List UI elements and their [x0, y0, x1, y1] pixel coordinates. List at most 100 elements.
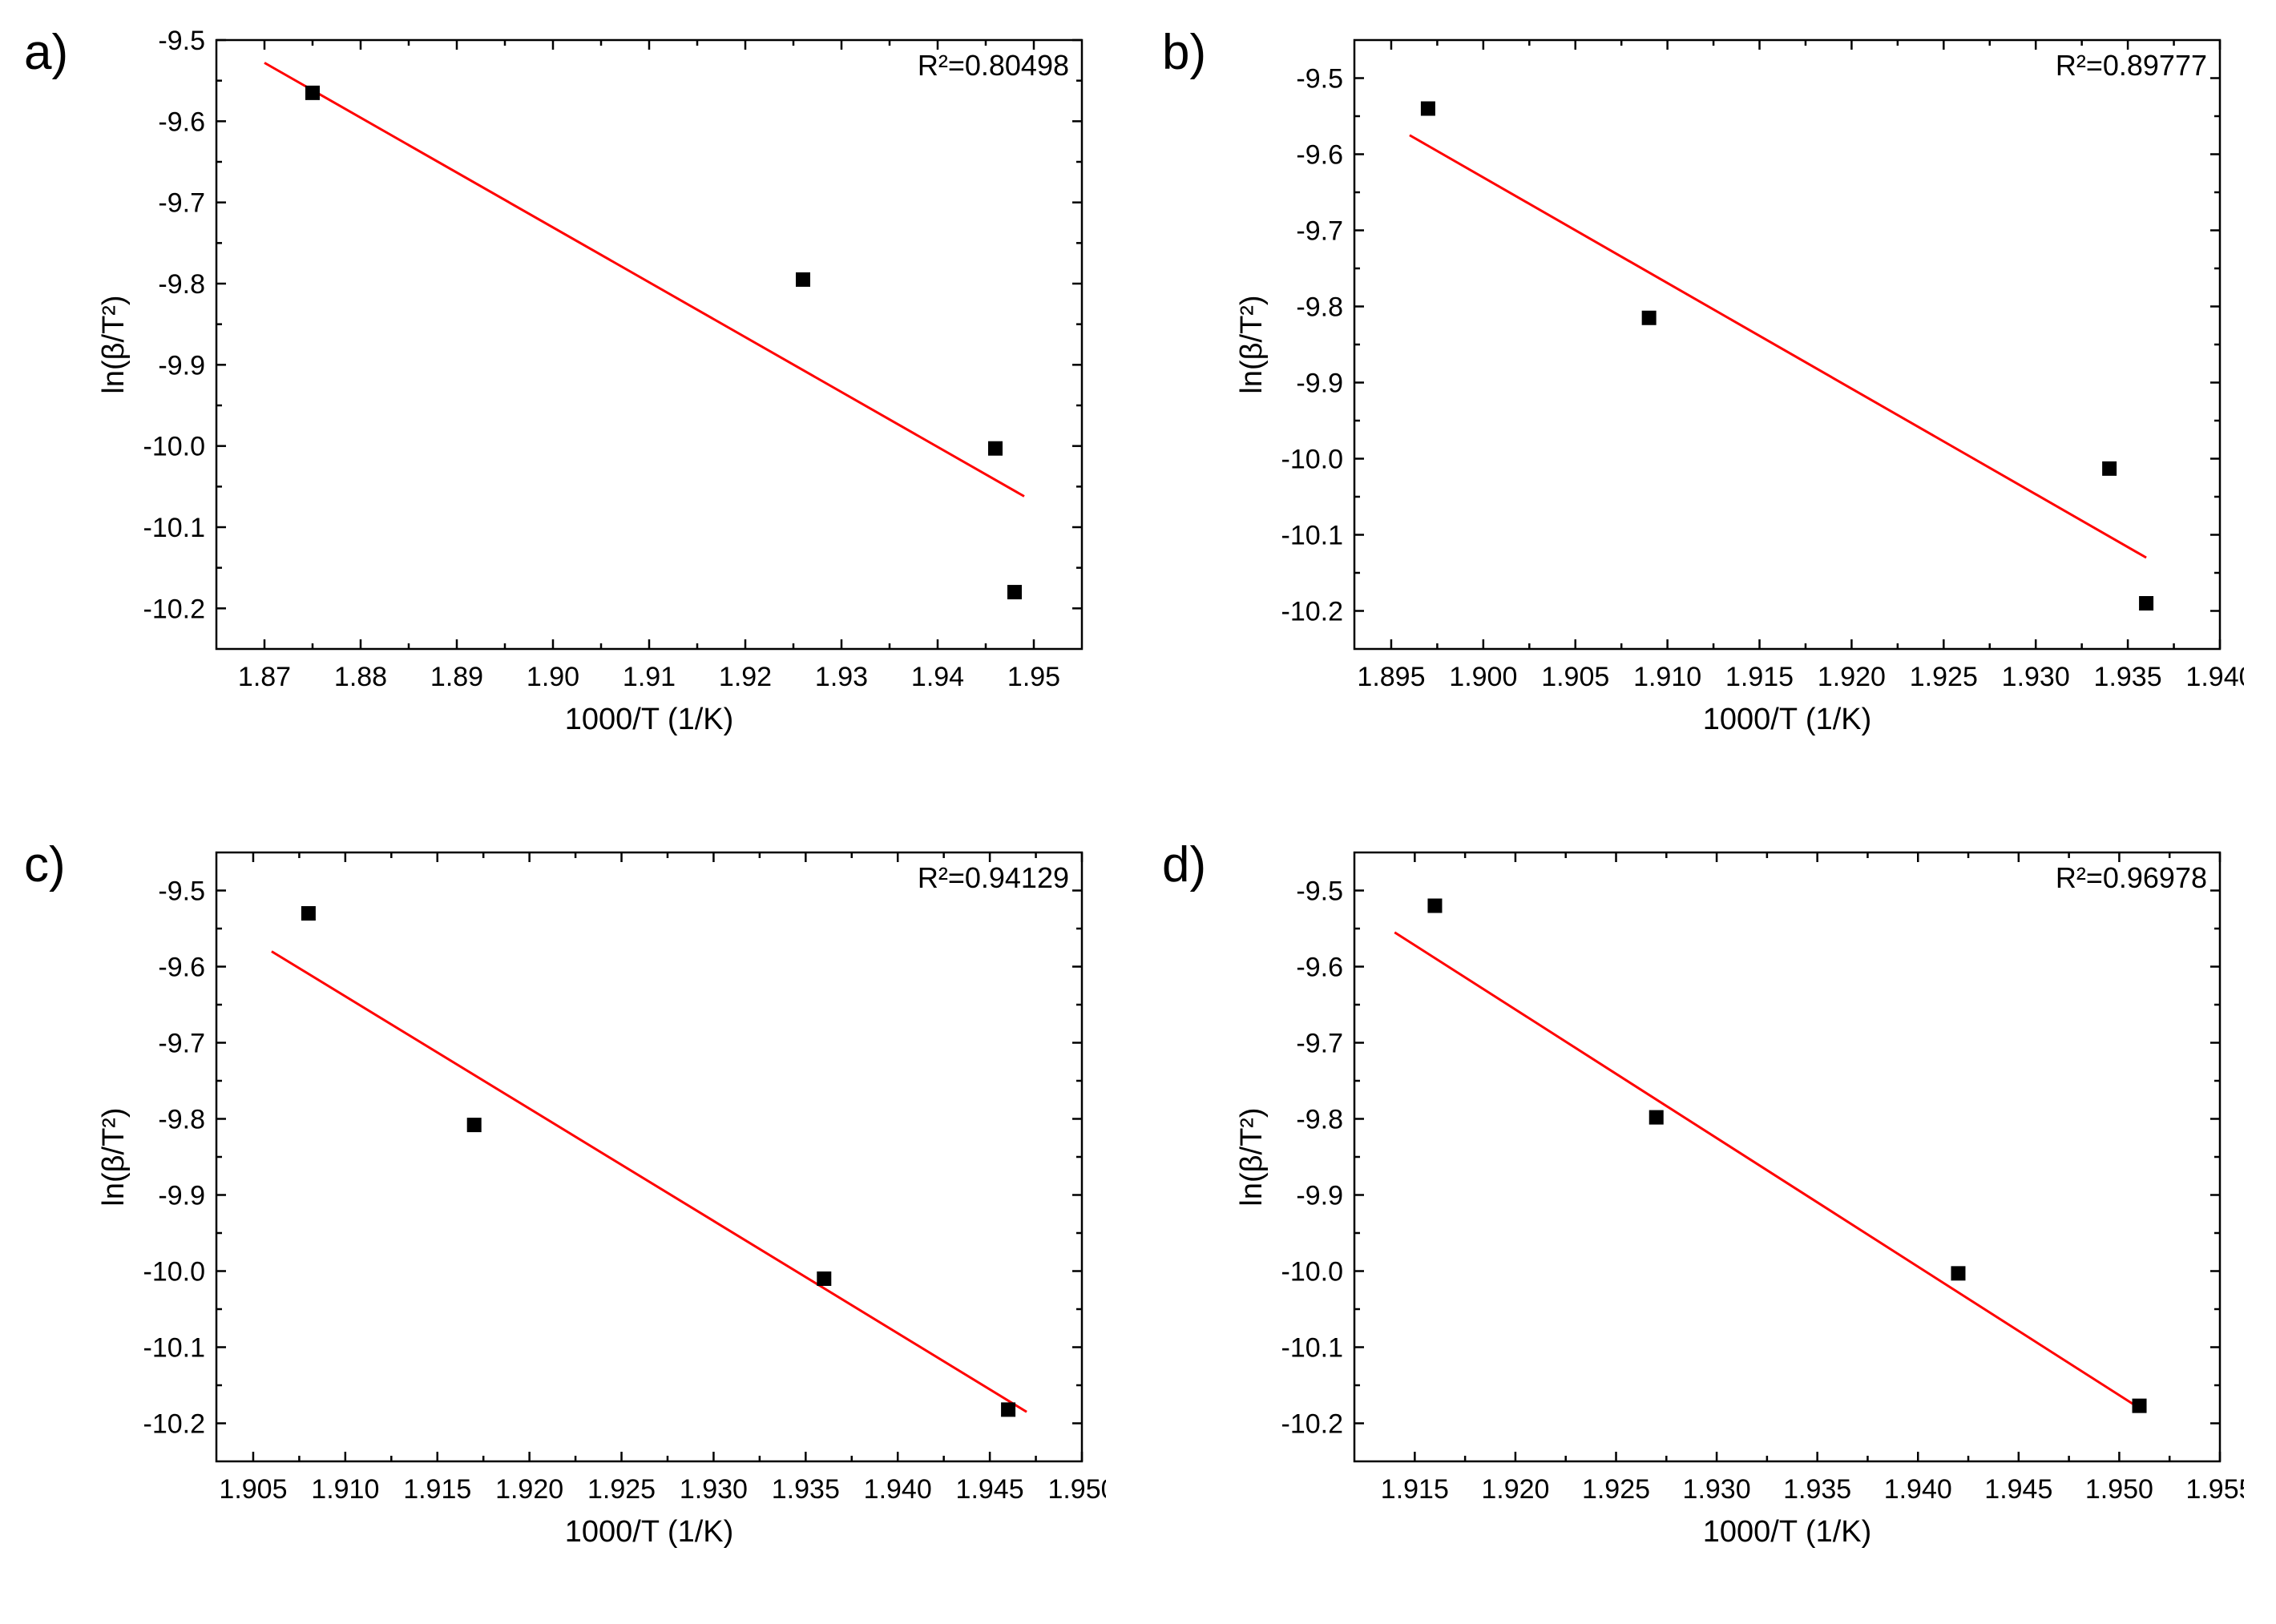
xtick-label: 1.935	[1783, 1474, 1851, 1505]
ytick-label: -10.0	[143, 432, 206, 462]
data-point	[2133, 1398, 2147, 1412]
ytick-label: -10.2	[143, 594, 206, 624]
xtick-label: 1.940	[2185, 662, 2244, 692]
data-point	[2139, 596, 2153, 611]
ylabel: ln(β/T²)	[97, 1107, 131, 1206]
data-point	[305, 86, 320, 100]
xtick-label: 1.91	[623, 662, 676, 692]
panel-grid: a) 1.871.881.891.901.911.921.931.941.95-…	[0, 0, 2276, 1624]
ytick-label: -9.7	[1296, 1028, 1343, 1058]
data-point	[2102, 461, 2117, 476]
ytick-label: -10.1	[143, 513, 206, 543]
xlabel: 1000/T (1/K)	[1703, 703, 1872, 736]
plot-b: 1.8951.9001.9051.9101.9151.9201.9251.930…	[1234, 24, 2244, 753]
data-point	[301, 906, 316, 921]
xlabel: 1000/T (1/K)	[565, 703, 734, 736]
xtick-label: 1.915	[1381, 1474, 1449, 1505]
xtick-label: 1.945	[956, 1474, 1024, 1505]
xtick-label: 1.88	[334, 662, 387, 692]
data-point	[988, 441, 1003, 456]
xtick-label: 1.920	[495, 1474, 563, 1505]
ytick-label: -9.7	[1296, 216, 1343, 247]
ytick-label: -9.7	[158, 188, 205, 219]
xtick-label: 1.930	[680, 1474, 748, 1505]
axes-frame	[1354, 852, 2220, 1461]
ytick-label: -9.8	[158, 269, 205, 300]
xtick-label: 1.940	[1884, 1474, 1952, 1505]
xtick-label: 1.95	[1007, 662, 1060, 692]
ytick-label: -10.1	[1281, 1332, 1344, 1363]
xtick-label: 1.945	[1984, 1474, 2052, 1505]
fit-line	[272, 951, 1027, 1412]
panel-label-d: d)	[1162, 836, 1206, 893]
xtick-label: 1.940	[864, 1474, 932, 1505]
ytick-label: -9.5	[1296, 64, 1343, 95]
xtick-label: 1.930	[1683, 1474, 1751, 1505]
panel-label-a: a)	[24, 24, 68, 81]
xtick-label: 1.92	[719, 662, 772, 692]
xtick-label: 1.930	[2002, 662, 2070, 692]
data-point	[1427, 898, 1442, 913]
r-squared-text: R²=0.96978	[2056, 861, 2207, 894]
xtick-label: 1.925	[1910, 662, 1978, 692]
r-squared-text: R²=0.80498	[918, 49, 1069, 82]
xtick-label: 1.950	[1047, 1474, 1106, 1505]
xtick-label: 1.925	[1582, 1474, 1650, 1505]
ytick-label: -9.8	[1296, 1104, 1343, 1134]
ytick-label: -9.5	[158, 876, 205, 906]
axes-frame	[216, 40, 1082, 649]
data-point	[817, 1271, 831, 1286]
ytick-label: -9.9	[1296, 369, 1343, 399]
xtick-label: 1.935	[2094, 662, 2162, 692]
fit-line	[1410, 135, 2146, 558]
ylabel: ln(β/T²)	[97, 295, 131, 393]
ytick-label: -9.6	[158, 107, 205, 137]
data-point	[1951, 1266, 1965, 1280]
panel-label-b: b)	[1162, 24, 1206, 81]
ytick-label: -9.5	[1296, 876, 1343, 906]
data-point	[467, 1118, 482, 1132]
chart-svg-d: 1.9151.9201.9251.9301.9351.9401.9451.950…	[1234, 836, 2244, 1566]
figure-root: a) 1.871.881.891.901.911.921.931.941.95-…	[0, 0, 2276, 1624]
panel-a: a) 1.871.881.891.901.911.921.931.941.95-…	[0, 0, 1138, 812]
ytick-label: -10.2	[1281, 597, 1344, 627]
xlabel: 1000/T (1/K)	[1703, 1515, 1872, 1549]
xtick-label: 1.89	[430, 662, 483, 692]
chart-svg-a: 1.871.881.891.901.911.921.931.941.95-10.…	[96, 24, 1106, 753]
xtick-label: 1.910	[311, 1474, 379, 1505]
xtick-label: 1.895	[1357, 662, 1425, 692]
data-point	[1421, 102, 1435, 116]
xtick-label: 1.920	[1481, 1474, 1549, 1505]
data-point	[796, 272, 810, 287]
xtick-label: 1.93	[815, 662, 868, 692]
data-point	[1007, 585, 1022, 599]
panel-c: c) 1.9051.9101.9151.9201.9251.9301.9351.…	[0, 812, 1138, 1624]
xtick-label: 1.900	[1449, 662, 1517, 692]
plot-a: 1.871.881.891.901.911.921.931.941.95-10.…	[96, 24, 1106, 753]
ytick-label: -9.6	[1296, 140, 1343, 171]
xtick-label: 1.935	[772, 1474, 840, 1505]
ytick-label: -10.0	[1281, 445, 1344, 475]
ytick-label: -10.1	[143, 1332, 206, 1363]
ytick-label: -9.6	[158, 952, 205, 982]
xtick-label: 1.94	[911, 662, 964, 692]
data-point	[1649, 1110, 1664, 1124]
ytick-label: -9.9	[158, 1180, 205, 1211]
xtick-label: 1.915	[403, 1474, 471, 1505]
ytick-label: -9.8	[158, 1104, 205, 1134]
r-squared-text: R²=0.94129	[918, 861, 1069, 894]
xtick-label: 1.905	[1541, 662, 1609, 692]
data-point	[1001, 1402, 1015, 1416]
xtick-label: 1.925	[587, 1474, 656, 1505]
xtick-label: 1.920	[1818, 662, 1886, 692]
xlabel: 1000/T (1/K)	[565, 1515, 734, 1549]
xtick-label: 1.905	[219, 1474, 287, 1505]
ytick-label: -10.0	[1281, 1256, 1344, 1287]
axes-frame	[1354, 40, 2220, 649]
plot-c: 1.905 1.910 1.915 1.920 1.925 1.930 1.935 1.940…	[96, 836, 1106, 1566]
chart-svg-c: 1.905 1.910 1.915 1.920 1.925 1.930 1.935 1.940…	[96, 836, 1106, 1566]
ytick-label: -10.2	[1281, 1408, 1344, 1439]
ytick-label: -9.8	[1296, 292, 1343, 323]
panel-d: d) 1.9151.9201.9251.9301.9351.9401.9451.…	[1138, 812, 2276, 1624]
ytick-label: -9.6	[1296, 952, 1343, 982]
